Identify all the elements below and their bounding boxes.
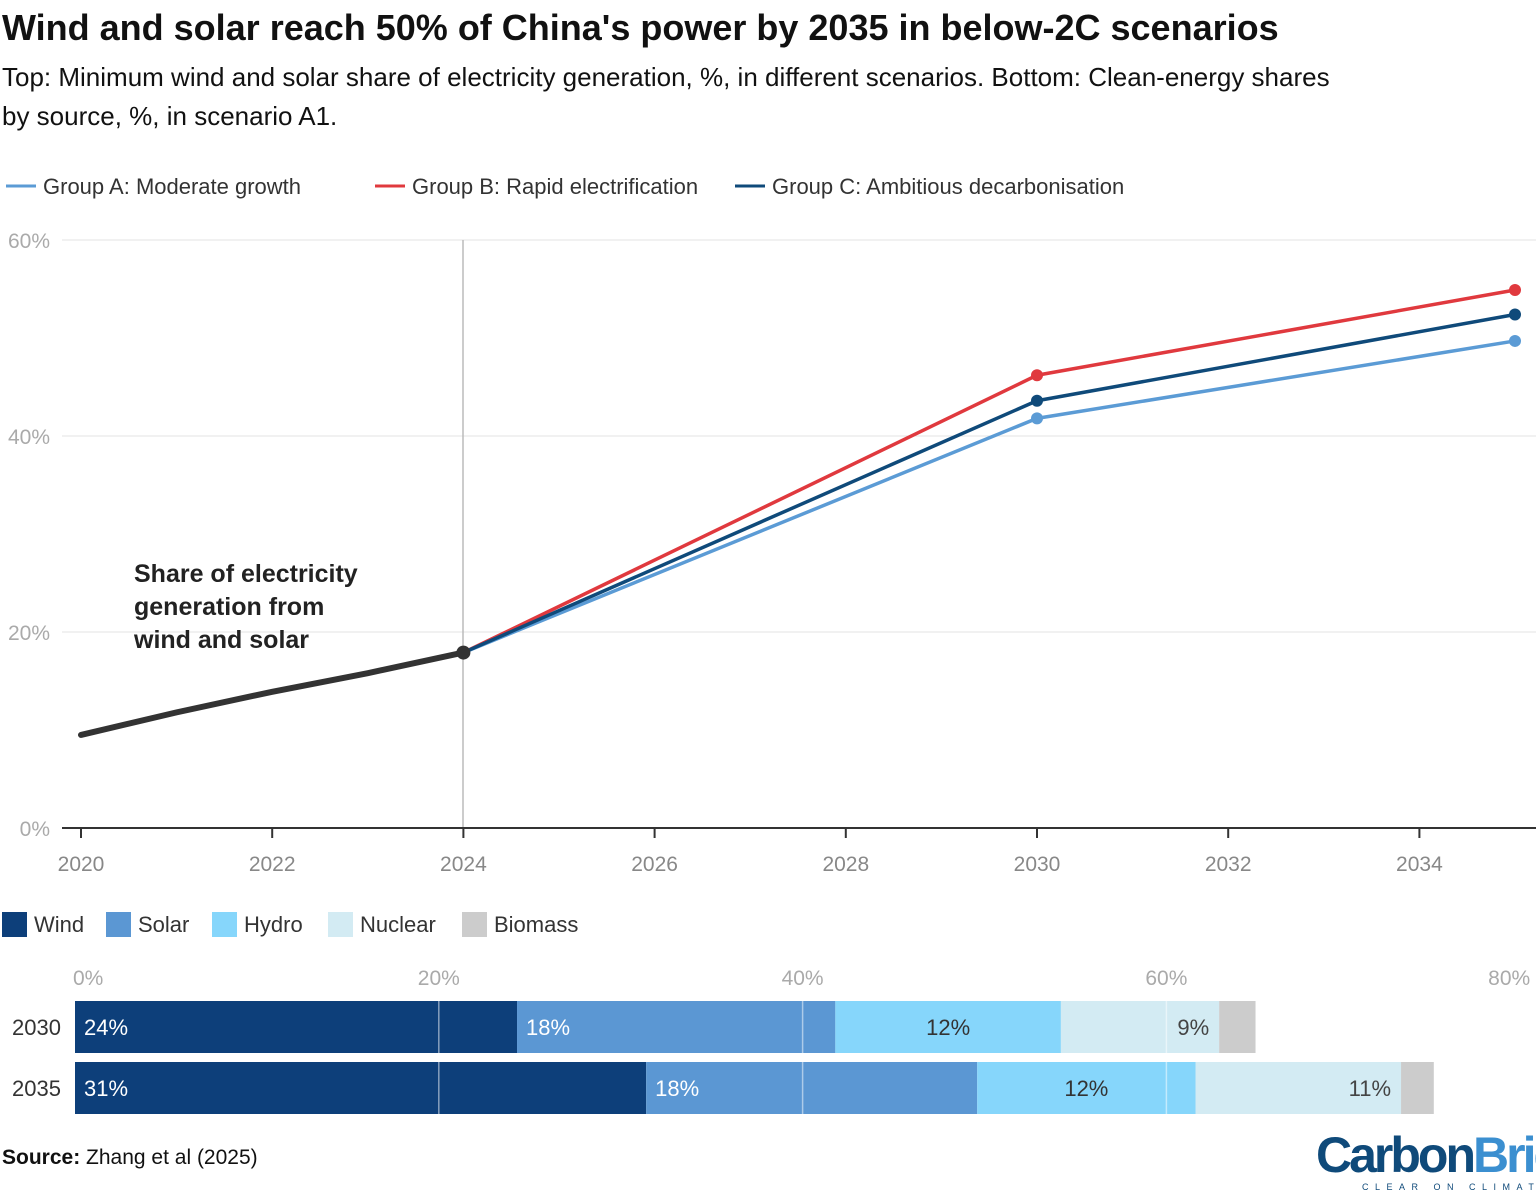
legend-label: Biomass — [494, 912, 578, 937]
legend-item-nuclear: Nuclear — [328, 912, 436, 937]
series-line-group-a — [462, 339, 1516, 655]
x-tick-label: 80% — [1488, 967, 1530, 990]
legend-item-hydro: Hydro — [212, 912, 303, 937]
bar-segment-nuclear-2035 — [1195, 1062, 1402, 1114]
logo-wordmark: CarbonBrief — [1316, 1127, 1536, 1183]
bar-segment-nuclear-2030 — [1060, 1001, 1220, 1053]
bar-label: 12% — [926, 1015, 970, 1040]
legend-swatch — [106, 912, 131, 937]
legend-label: Group A: Moderate growth — [43, 174, 301, 199]
bar-label: 12% — [1064, 1076, 1108, 1101]
x-tick-label: 2024 — [440, 853, 487, 876]
legend-item-wind: Wind — [2, 912, 84, 937]
annotation-text: generation from — [134, 593, 324, 621]
data-point-2024 — [456, 645, 471, 660]
source-note: Source: Zhang et al (2025) — [2, 1146, 258, 1169]
legend-item-solar: Solar — [106, 912, 189, 937]
x-tick-label: 20% — [418, 967, 460, 990]
bar-label: 18% — [526, 1015, 570, 1040]
bar-segment-solar-2030 — [517, 1001, 836, 1053]
legend-label: Hydro — [244, 912, 303, 937]
data-point — [1031, 394, 1043, 407]
bar-segment-wind-2035 — [75, 1062, 647, 1114]
legend-item-group-a: Group A: Moderate growth — [6, 174, 301, 199]
category-label: 2030 — [12, 1015, 61, 1040]
x-tick-label: 2030 — [1014, 853, 1061, 876]
legend-item-biomass: Biomass — [462, 912, 578, 937]
bar-segment-wind-2030 — [75, 1001, 518, 1053]
data-point — [1031, 369, 1043, 382]
x-tick-label: 2028 — [822, 853, 869, 876]
data-point — [1509, 308, 1521, 321]
source-label: Source: — [2, 1146, 80, 1169]
y-tick-label: 20% — [8, 622, 50, 645]
bar-segment-biomass-2030 — [1219, 1001, 1256, 1053]
chart-subtitle-line1: Top: Minimum wind and solar share of ele… — [2, 62, 1330, 92]
legend-swatch — [212, 912, 237, 937]
x-tick-label: 2022 — [249, 853, 296, 876]
x-tick-label: 2026 — [631, 853, 678, 876]
logo-tagline: CLEAR ON CLIMATE — [1362, 1182, 1536, 1192]
legend-label: Group B: Rapid electrification — [412, 174, 698, 199]
legend-swatch — [462, 912, 487, 937]
chart-subtitle-line2: by source, %, in scenario A1. — [2, 101, 337, 131]
x-tick-label: 2034 — [1396, 853, 1443, 876]
bar-segment-solar-2035 — [646, 1062, 978, 1114]
y-tick-label: 40% — [8, 426, 50, 449]
data-point — [1509, 283, 1521, 296]
data-point — [1031, 412, 1043, 425]
source-text: Zhang et al (2025) — [86, 1146, 258, 1169]
chart-title: Wind and solar reach 50% of China's powe… — [2, 7, 1279, 48]
legend-label: Solar — [138, 912, 189, 937]
bar-label: 9% — [1177, 1015, 1209, 1040]
logo-brand-b: Brief — [1473, 1127, 1536, 1183]
category-label: 2035 — [12, 1076, 61, 1101]
x-tick-label: 40% — [782, 967, 824, 990]
bar-segment-biomass-2035 — [1401, 1062, 1434, 1114]
annotation-text: Share of electricity — [134, 560, 358, 588]
bar-label: 24% — [84, 1015, 128, 1040]
legend-swatch — [328, 912, 353, 937]
carbonbrief-logo: CarbonBrief CLEAR ON CLIMATE — [1316, 1127, 1536, 1192]
data-point — [1509, 334, 1521, 347]
bar-segment-hydro-2030 — [835, 1001, 1061, 1053]
logo-brand-a: Carbon — [1316, 1127, 1473, 1183]
legend-item-group-c: Group C: Ambitious decarbonisation — [735, 174, 1124, 199]
bar-label: 18% — [655, 1076, 699, 1101]
x-tick-label: 2020 — [58, 853, 105, 876]
bar-label: 11% — [1349, 1076, 1391, 1101]
legend-label: Wind — [34, 912, 84, 937]
legend-label: Group C: Ambitious decarbonisation — [772, 174, 1124, 199]
legend-swatch — [2, 912, 27, 937]
y-tick-label: 60% — [8, 230, 50, 253]
x-tick-label: 0% — [73, 967, 103, 990]
x-tick-label: 2032 — [1205, 853, 1252, 876]
legend-label: Nuclear — [360, 912, 436, 937]
historical-line — [78, 649, 467, 738]
x-tick-label: 60% — [1145, 967, 1187, 990]
annotation-text: wind and solar — [133, 626, 309, 654]
y-tick-label: 0% — [20, 818, 50, 841]
bar-label: 31% — [84, 1076, 128, 1101]
legend-item-group-b: Group B: Rapid electrification — [375, 174, 698, 199]
bar-segment-hydro-2035 — [977, 1062, 1196, 1114]
